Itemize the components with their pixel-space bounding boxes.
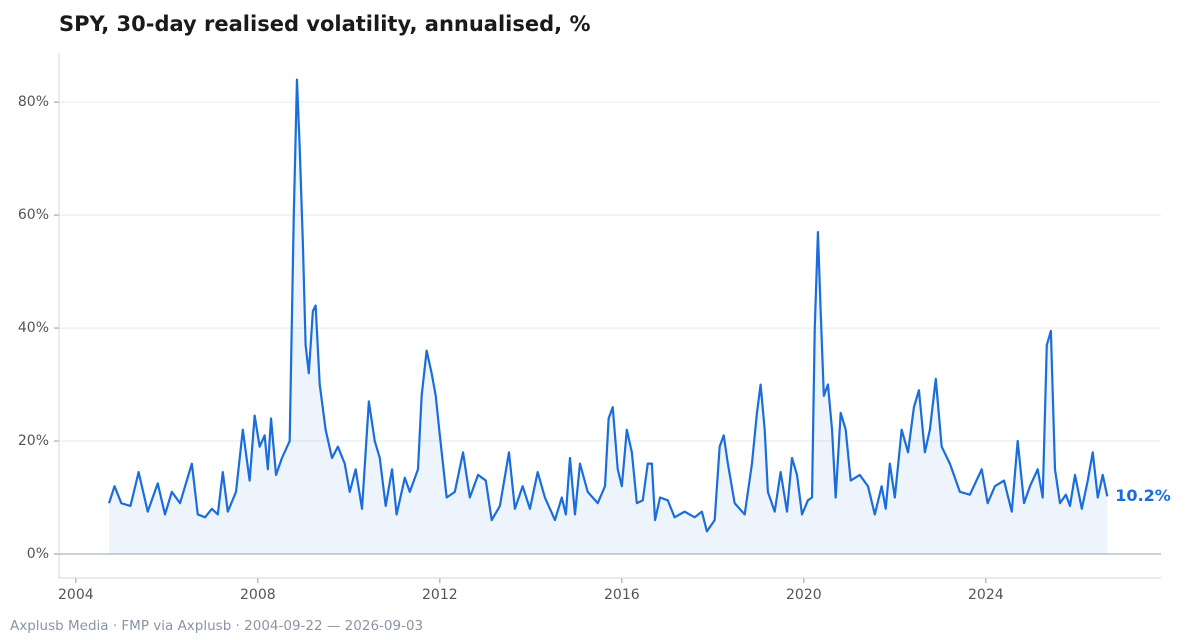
y-tick-label: 60% — [18, 207, 49, 223]
x-tick-label: 2004 — [58, 587, 94, 603]
source-note: Axplusb Media · FMP via Axplusb · 2004-0… — [10, 618, 423, 634]
x-tick-label: 2016 — [604, 587, 640, 603]
x-tick-label: 2012 — [422, 587, 458, 603]
y-tick-label: 80% — [18, 94, 49, 110]
last-value-label: 10.2% — [1115, 486, 1171, 505]
x-tick-label: 2008 — [240, 587, 276, 603]
y-tick-label: 40% — [18, 320, 49, 336]
x-tick-label: 2024 — [968, 587, 1004, 603]
y-tick-label: 0% — [27, 546, 49, 562]
y-tick-label: 20% — [18, 433, 49, 449]
x-tick-label: 2020 — [786, 587, 822, 603]
area — [109, 79, 1108, 554]
line — [108, 78, 1109, 533]
chart-title: SPY, 30-day realised volatility, annuali… — [59, 12, 590, 36]
